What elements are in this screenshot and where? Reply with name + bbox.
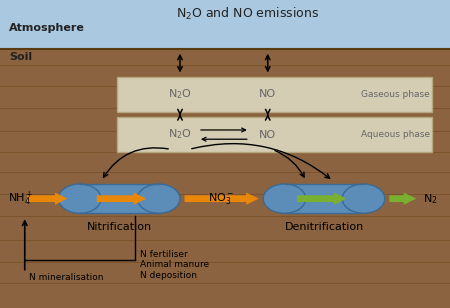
Text: Animal manure: Animal manure xyxy=(140,260,209,270)
Text: Denitrification: Denitrification xyxy=(284,222,364,232)
FancyArrow shape xyxy=(97,192,146,205)
Text: N deposition: N deposition xyxy=(140,271,197,280)
Text: NH$_4^+$: NH$_4^+$ xyxy=(8,189,34,208)
Text: Nitrification: Nitrification xyxy=(87,222,152,232)
Ellipse shape xyxy=(138,184,180,213)
Text: NO: NO xyxy=(259,130,276,140)
Text: N$_2$O: N$_2$O xyxy=(168,128,192,141)
Text: Atmosphere: Atmosphere xyxy=(9,23,85,33)
Text: N$_2$: N$_2$ xyxy=(423,192,437,205)
Bar xyxy=(0,49,450,308)
Bar xyxy=(0,0,450,49)
Text: NO$_3^-$: NO$_3^-$ xyxy=(208,191,235,206)
Text: N mineralisation: N mineralisation xyxy=(29,273,104,282)
Ellipse shape xyxy=(263,184,306,213)
Ellipse shape xyxy=(58,184,101,213)
Text: Aqueous phase: Aqueous phase xyxy=(360,130,430,139)
FancyArrow shape xyxy=(184,192,259,205)
FancyArrow shape xyxy=(297,192,346,205)
Text: Soil: Soil xyxy=(9,52,32,62)
Text: N$_2$O: N$_2$O xyxy=(168,87,192,101)
FancyBboxPatch shape xyxy=(117,77,432,112)
FancyArrow shape xyxy=(27,192,68,205)
Text: Gaseous phase: Gaseous phase xyxy=(361,90,430,99)
Ellipse shape xyxy=(342,184,385,213)
Text: NO: NO xyxy=(259,89,276,99)
Bar xyxy=(284,184,364,213)
FancyBboxPatch shape xyxy=(117,117,432,152)
Bar xyxy=(80,184,159,213)
Text: N$_2$O and NO emissions: N$_2$O and NO emissions xyxy=(176,6,319,22)
FancyArrow shape xyxy=(389,192,416,205)
Text: N fertiliser: N fertiliser xyxy=(140,249,187,259)
